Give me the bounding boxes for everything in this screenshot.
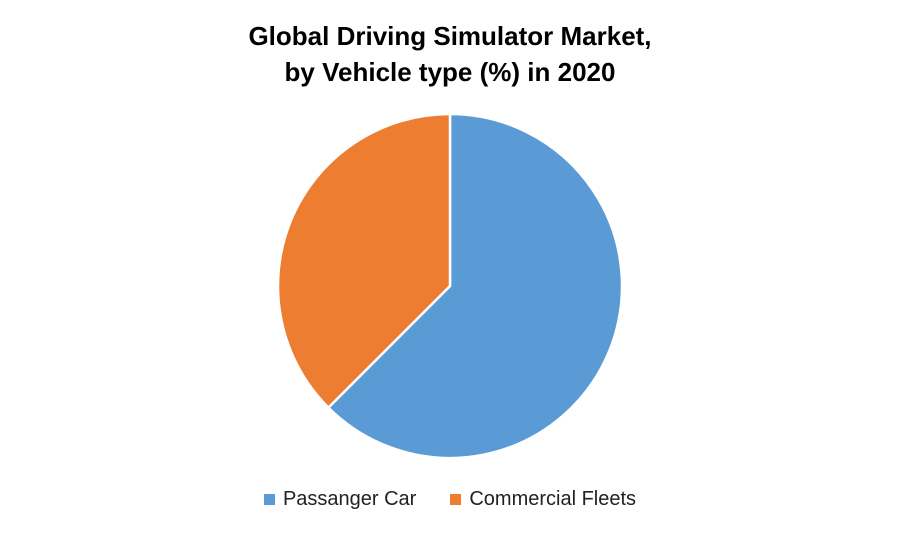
legend-label-passanger-car: Passanger Car [282,488,417,510]
legend-item-passanger-car: Passanger Car [263,488,417,511]
legend-label-commercial-fleets: Commercial Fleets [469,488,637,510]
pie-slices [276,112,624,460]
pie-slice-passanger-car [327,112,624,460]
legend-swatch-commercial-fleets [450,494,462,505]
chart-title-line-2: by Vehicle type (%) in 2020 [284,57,616,87]
chart-title: Global Driving Simulator Market, by Vehi… [0,18,900,90]
legend-swatch-passanger-car [263,494,275,505]
legend-item-commercial-fleets: Commercial Fleets [450,488,636,511]
chart-title-line-1: Global Driving Simulator Market, [248,21,652,51]
pie-slice-commercial-fleets [276,112,452,409]
legend: Passanger Car Commercial Fleets [0,488,900,511]
